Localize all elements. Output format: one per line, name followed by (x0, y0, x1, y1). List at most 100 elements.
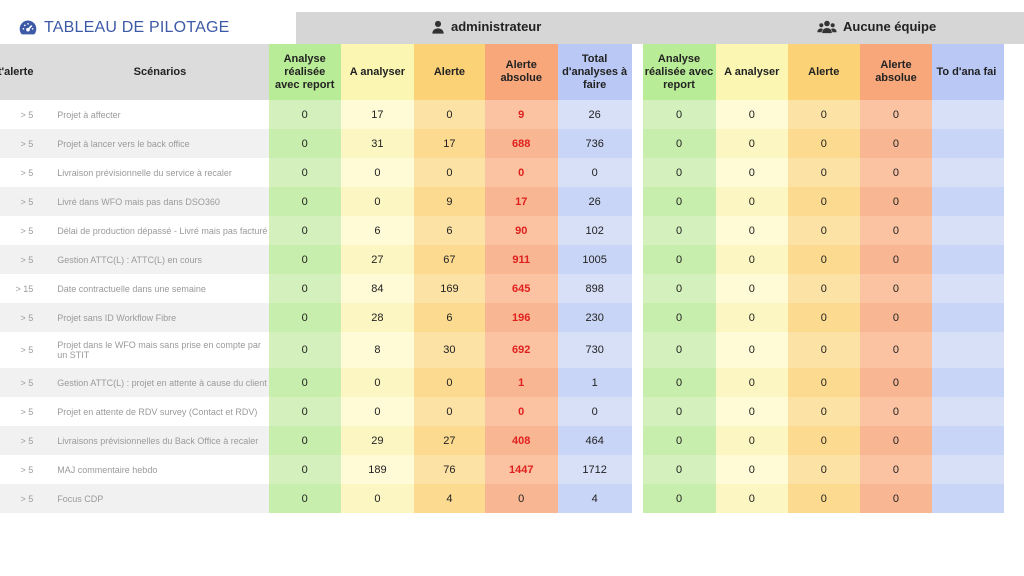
a-analyser-value[interactable]: 29 (340, 426, 415, 455)
team-alerte-value[interactable]: 0 (787, 274, 860, 303)
table-row[interactable]: > 5 MAJ commentaire hebdo 0 189 76 1447 1712 0 0… (0, 455, 1004, 484)
scenario-name[interactable]: Projet à affecter (51, 100, 269, 129)
alerte-threshold[interactable]: > 5 (0, 158, 52, 187)
team-a-analyser-value[interactable]: 0 (715, 368, 788, 397)
alerte-threshold[interactable]: > 5 (0, 303, 52, 332)
team-alerte-value[interactable]: 0 (787, 216, 860, 245)
alerte-absolue-value[interactable]: 911 (484, 245, 558, 274)
team-alerte-absolue-value[interactable]: 0 (859, 216, 933, 245)
team-total-value[interactable] (932, 455, 1004, 484)
analyse-report-value[interactable]: 0 (268, 455, 341, 484)
alerte-value[interactable]: 6 (414, 303, 485, 332)
total-value[interactable]: 736 (557, 129, 632, 158)
brand[interactable]: TABLEAU DE PILOTAGE (18, 17, 229, 39)
analyse-report-value[interactable]: 0 (268, 245, 341, 274)
scenario-name[interactable]: Focus CDP (51, 484, 269, 513)
alerte-value[interactable]: 0 (414, 397, 485, 426)
total-value[interactable]: 730 (557, 332, 632, 368)
team-alerte-value[interactable]: 0 (787, 129, 860, 158)
table-row[interactable]: > 5 Livré dans WFO mais pas dans DSO360 0 0… (0, 187, 1004, 216)
alerte-value[interactable]: 169 (414, 274, 485, 303)
table-row[interactable]: > 5 Projet dans le WFO mais sans prise en… (0, 332, 1004, 368)
alerte-value[interactable]: 17 (414, 129, 485, 158)
analyse-report-value[interactable]: 0 (268, 397, 341, 426)
team-section[interactable]: Aucune équipe (817, 19, 936, 34)
alerte-threshold[interactable]: > 5 (0, 100, 52, 129)
alerte-threshold[interactable]: > 5 (0, 187, 52, 216)
team-a-analyser-value[interactable]: 0 (715, 332, 788, 368)
analyse-report-value[interactable]: 0 (268, 216, 341, 245)
scenario-name[interactable]: Livraisons prévisionnelles du Back Offic… (51, 426, 269, 455)
alerte-threshold[interactable]: > 5 (0, 332, 52, 368)
a-analyser-value[interactable]: 6 (340, 216, 415, 245)
team-analyse-report-value[interactable]: 0 (642, 245, 716, 274)
a-analyser-value[interactable]: 189 (340, 455, 415, 484)
analyse-report-value[interactable]: 0 (268, 158, 341, 187)
alerte-absolue-value[interactable]: 645 (484, 274, 558, 303)
alerte-value[interactable]: 9 (414, 187, 485, 216)
alerte-threshold[interactable]: > 15 (0, 274, 52, 303)
header-a-analyser[interactable]: A analyser (340, 44, 415, 100)
alerte-absolue-value[interactable]: 0 (484, 397, 558, 426)
analyse-report-value[interactable]: 0 (268, 100, 341, 129)
team-a-analyser-value[interactable]: 0 (715, 484, 788, 513)
team-alerte-value[interactable]: 0 (787, 158, 860, 187)
alerte-value[interactable]: 0 (414, 100, 485, 129)
team-alerte-value[interactable]: 0 (787, 245, 860, 274)
header-total[interactable]: Total d'analyses à faire (557, 44, 632, 100)
team-alerte-absolue-value[interactable]: 0 (859, 303, 933, 332)
team-analyse-report-value[interactable]: 0 (642, 158, 716, 187)
alerte-value[interactable]: 4 (414, 484, 485, 513)
alerte-value[interactable]: 0 (414, 158, 485, 187)
a-analyser-value[interactable]: 0 (340, 368, 415, 397)
team-total-value[interactable] (932, 397, 1004, 426)
team-alerte-value[interactable]: 0 (787, 368, 860, 397)
scenario-name[interactable]: Projet à lancer vers le back office (51, 129, 269, 158)
alerte-value[interactable]: 76 (414, 455, 485, 484)
team-analyse-report-value[interactable]: 0 (642, 303, 716, 332)
team-alerte-value[interactable]: 0 (787, 484, 860, 513)
a-analyser-value[interactable]: 0 (340, 158, 415, 187)
team-alerte-absolue-value[interactable]: 0 (859, 187, 933, 216)
team-a-analyser-value[interactable]: 0 (715, 274, 788, 303)
team-total-value[interactable] (932, 245, 1004, 274)
total-value[interactable]: 464 (557, 426, 632, 455)
alerte-threshold[interactable]: > 5 (0, 397, 52, 426)
analyse-report-value[interactable]: 0 (268, 368, 341, 397)
analyse-report-value[interactable]: 0 (268, 426, 341, 455)
team-a-analyser-value[interactable]: 0 (715, 216, 788, 245)
alerte-value[interactable]: 27 (414, 426, 485, 455)
table-row[interactable]: > 5 Projet à lancer vers le back office 0 3… (0, 129, 1004, 158)
total-value[interactable]: 230 (557, 303, 632, 332)
analyse-report-value[interactable]: 0 (268, 187, 341, 216)
header-alerte-absolue-team[interactable]: Alerte absolue (859, 44, 933, 100)
team-analyse-report-value[interactable]: 0 (642, 129, 716, 158)
team-analyse-report-value[interactable]: 0 (642, 426, 716, 455)
alerte-threshold[interactable]: > 5 (0, 216, 52, 245)
a-analyser-value[interactable]: 17 (340, 100, 415, 129)
team-alerte-absolue-value[interactable]: 0 (859, 332, 933, 368)
alerte-absolue-value[interactable]: 0 (484, 158, 558, 187)
header-a-analyser-team[interactable]: A analyser (715, 44, 788, 100)
alerte-absolue-value[interactable]: 1 (484, 368, 558, 397)
scenario-name[interactable]: Livré dans WFO mais pas dans DSO360 (51, 187, 269, 216)
a-analyser-value[interactable]: 8 (340, 332, 415, 368)
analyse-report-value[interactable]: 0 (268, 484, 341, 513)
team-total-value[interactable] (932, 426, 1004, 455)
alerte-absolue-value[interactable]: 0 (484, 484, 558, 513)
table-row[interactable]: > 5 Délai de production dépassé - Livré m… (0, 216, 1004, 245)
team-alerte-absolue-value[interactable]: 0 (859, 368, 933, 397)
total-value[interactable]: 0 (557, 397, 632, 426)
team-a-analyser-value[interactable]: 0 (715, 397, 788, 426)
team-alerte-value[interactable]: 0 (787, 187, 860, 216)
scenario-name[interactable]: Livraison prévisionnelle du service à re… (51, 158, 269, 187)
table-row[interactable]: > 5 Projet sans ID Workflow Fibre 0 28 6 196 2… (0, 303, 1004, 332)
team-analyse-report-value[interactable]: 0 (642, 332, 716, 368)
alerte-absolue-value[interactable]: 688 (484, 129, 558, 158)
table-row[interactable]: > 5 Gestion ATTC(L) : ATTC(L) en cours 0 27… (0, 245, 1004, 274)
team-a-analyser-value[interactable]: 0 (715, 455, 788, 484)
header-scenarios[interactable]: Scénarios (51, 44, 269, 100)
total-value[interactable]: 1712 (557, 455, 632, 484)
total-value[interactable]: 26 (557, 100, 632, 129)
team-alerte-value[interactable]: 0 (787, 100, 860, 129)
